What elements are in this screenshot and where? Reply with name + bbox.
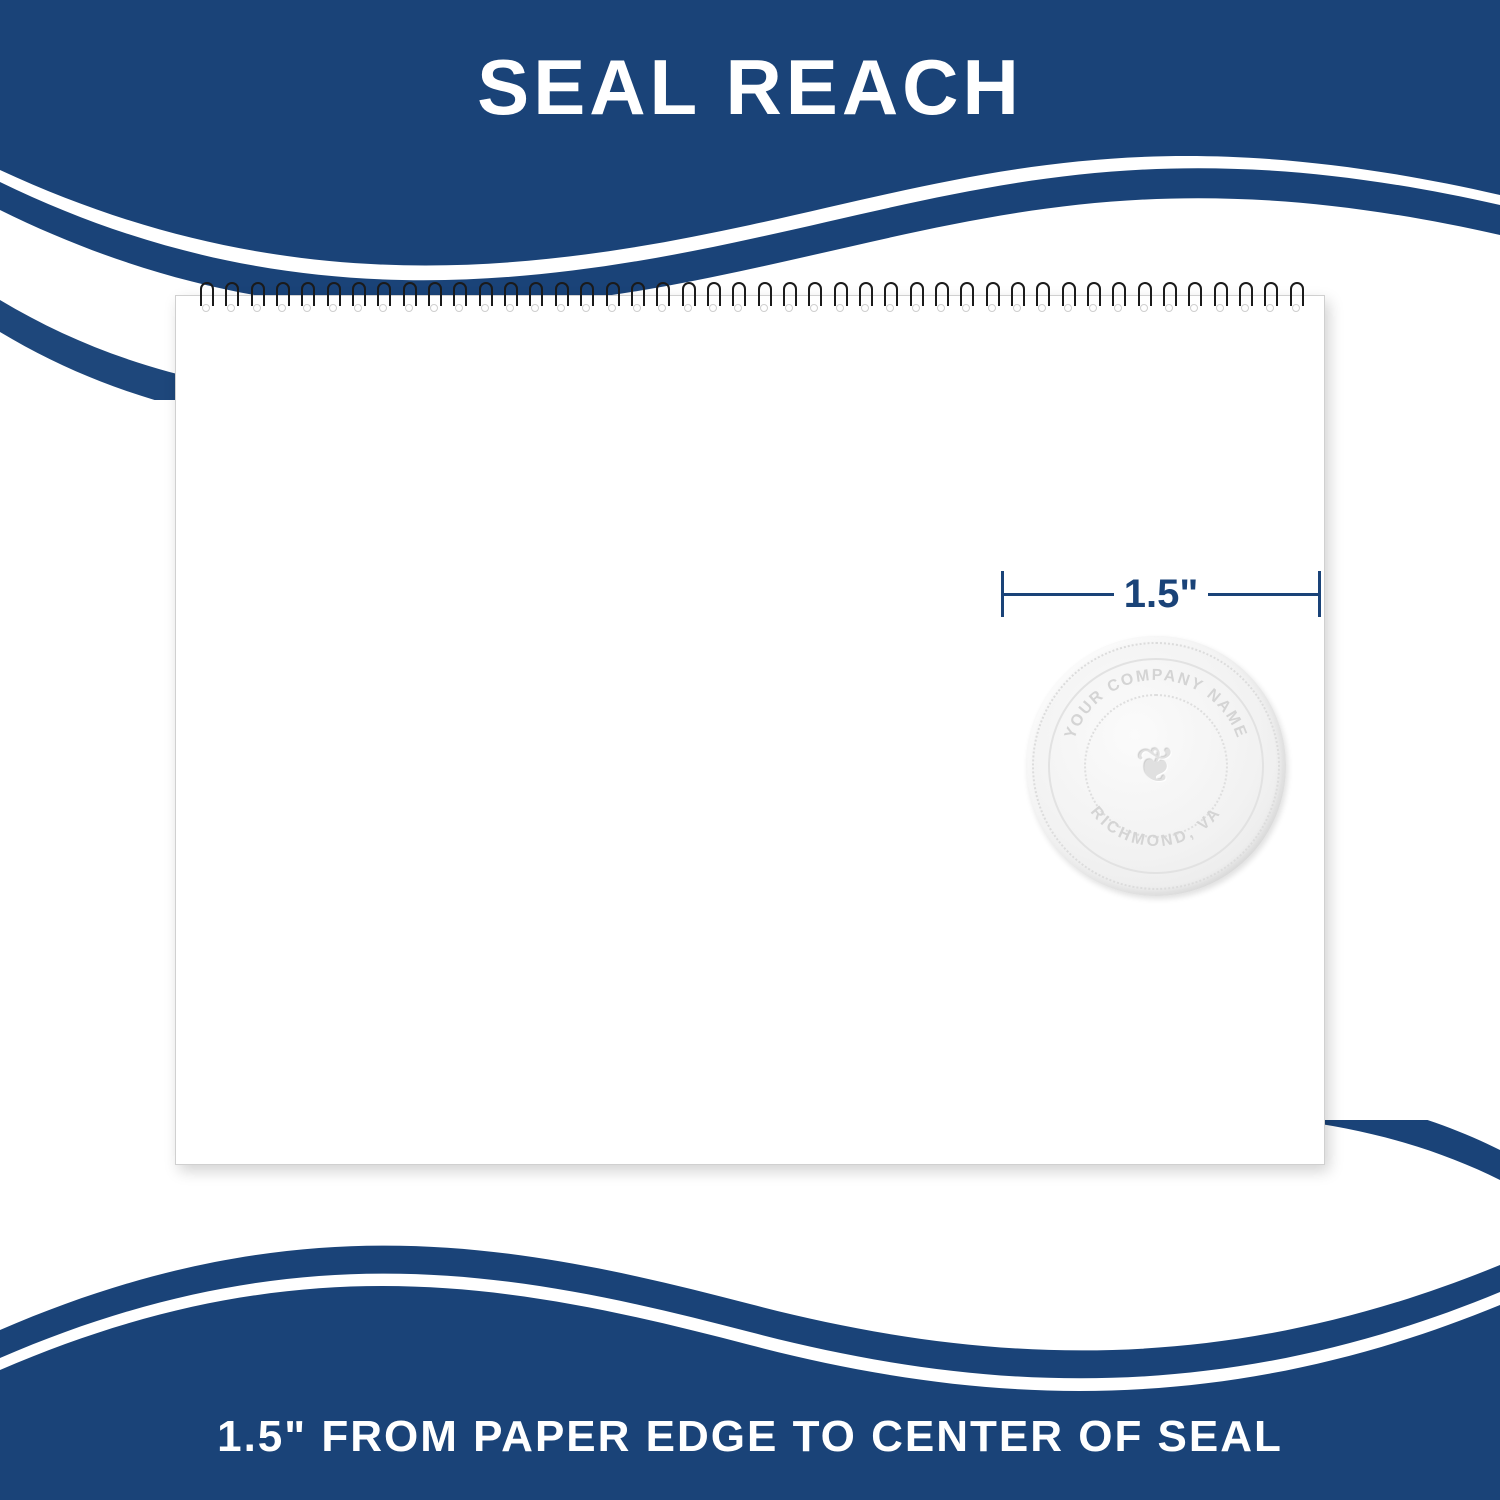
spiral-loop: [198, 278, 212, 314]
spiral-loop: [832, 278, 846, 314]
measure-cap-right: [1318, 571, 1321, 617]
spiral-loop: [806, 278, 820, 314]
spiral-loop: [502, 278, 516, 314]
spiral-loop: [325, 278, 339, 314]
measure-line-right: [1208, 593, 1318, 596]
spiral-loop: [1161, 278, 1175, 314]
spiral-loop: [401, 278, 415, 314]
footer-caption: 1.5" FROM PAPER EDGE TO CENTER OF SEAL: [0, 1412, 1500, 1462]
spiral-loop: [477, 278, 491, 314]
spiral-loop: [1009, 278, 1023, 314]
spiral-loop: [857, 278, 871, 314]
spiral-loop: [1237, 278, 1251, 314]
spiral-loop: [756, 278, 770, 314]
spiral-loop: [1186, 278, 1200, 314]
spiral-loop: [553, 278, 567, 314]
spiral-loop: [1110, 278, 1124, 314]
spiral-loop: [958, 278, 972, 314]
spiral-loop: [350, 278, 364, 314]
spiral-loop: [426, 278, 440, 314]
spiral-loop: [933, 278, 947, 314]
spiral-loop: [1136, 278, 1150, 314]
spiral-loop: [908, 278, 922, 314]
spiral-loop: [705, 278, 719, 314]
spiral-loop: [299, 278, 313, 314]
spiral-loop: [223, 278, 237, 314]
measure-label: 1.5": [1124, 572, 1199, 617]
spiral-loop: [781, 278, 795, 314]
spiral-loop: [1034, 278, 1048, 314]
measure-line-left: [1004, 593, 1114, 596]
spiral-loop: [680, 278, 694, 314]
spiral-loop: [654, 278, 668, 314]
spiral-loop: [274, 278, 288, 314]
spiral-loop: [604, 278, 618, 314]
spiral-loop: [882, 278, 896, 314]
spiral-loop: [578, 278, 592, 314]
spiral-loop: [375, 278, 389, 314]
spiral-loop: [527, 278, 541, 314]
spiral-loop: [451, 278, 465, 314]
spiral-loop: [730, 278, 744, 314]
seal-center-icon: ❦: [1104, 714, 1208, 818]
embossed-seal: YOUR COMPANY NAME RICHMOND, VA ❦: [1026, 636, 1286, 896]
page-title: SEAL REACH: [0, 42, 1500, 133]
infographic-frame: SEAL REACH 1.5" YOUR COMPANY NAME: [0, 0, 1500, 1500]
spiral-loop: [1060, 278, 1074, 314]
spiral-loop: [1288, 278, 1302, 314]
spiral-loop: [1085, 278, 1099, 314]
spiral-loop: [249, 278, 263, 314]
spiral-binding: [198, 278, 1302, 314]
spiral-loop: [1212, 278, 1226, 314]
measurement-indicator: 1.5": [1001, 571, 1321, 617]
notepad: 1.5" YOUR COMPANY NAME RICHMOND, VA: [175, 295, 1325, 1165]
spiral-loop: [984, 278, 998, 314]
spiral-loop: [629, 278, 643, 314]
spiral-loop: [1262, 278, 1276, 314]
